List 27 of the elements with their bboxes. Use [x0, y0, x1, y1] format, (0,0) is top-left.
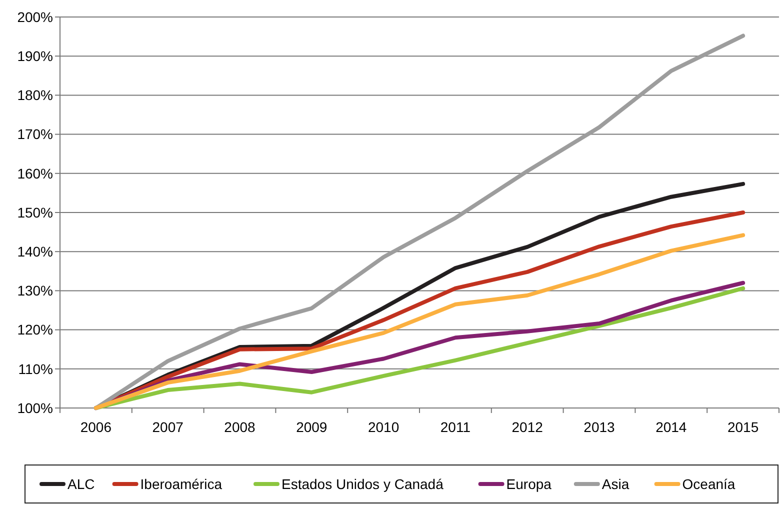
- y-tick-label: 100%: [17, 400, 53, 416]
- legend-label: ALC: [68, 476, 95, 492]
- legend-label: Europa: [506, 476, 552, 492]
- x-tick-label: 2015: [727, 419, 759, 435]
- y-tick-label: 170%: [17, 126, 53, 142]
- x-tick-label: 2007: [152, 419, 184, 435]
- y-tick-label: 130%: [17, 282, 53, 299]
- x-tick-label: 2012: [512, 419, 544, 435]
- y-tick-label: 120%: [17, 322, 53, 338]
- y-tick-label: 110%: [18, 360, 53, 377]
- x-tick-label: 2010: [368, 419, 400, 435]
- y-tick-label: 140%: [17, 244, 53, 260]
- x-tick-label: 2008: [224, 419, 256, 435]
- x-tick-label: 2009: [296, 419, 328, 435]
- legend-label: Asia: [602, 476, 630, 492]
- legend-label: Oceanía: [682, 476, 736, 492]
- legend-label: Iberoamérica: [140, 476, 222, 492]
- y-tick-label: 160%: [17, 165, 53, 182]
- y-tick-label: 180%: [17, 87, 53, 104]
- y-tick-label: 200%: [17, 8, 53, 25]
- x-tick-label: 2011: [440, 419, 471, 435]
- legend-label: Estados Unidos y Canadá: [282, 476, 444, 492]
- y-tick-label: 150%: [17, 204, 53, 220]
- y-tick-label: 190%: [17, 48, 53, 64]
- x-tick-label: 2006: [80, 419, 112, 435]
- x-tick-label: 2014: [656, 419, 687, 435]
- x-tick-label: 2013: [584, 419, 616, 435]
